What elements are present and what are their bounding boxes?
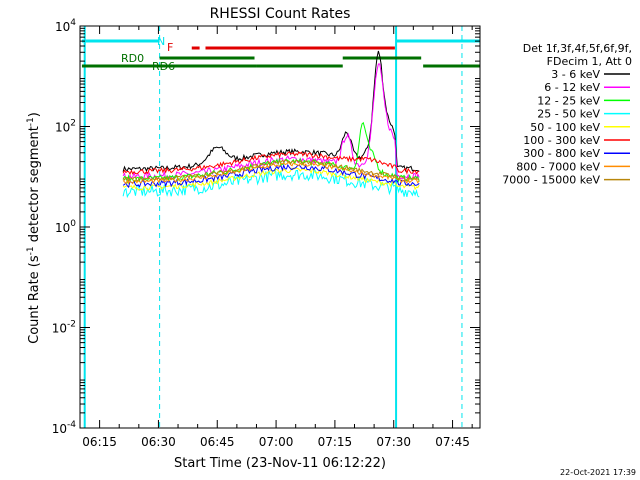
legend-label: 800 - 7000 keV [516,160,600,173]
series-line-8 [122,159,420,183]
x-axis-label: Start Time (23-Nov-11 06:12:22) [174,456,386,471]
legend-label: 100 - 300 keV [523,134,600,147]
x-tick-label: 06:45 [200,435,235,449]
x-tick-label: 06:30 [141,435,176,449]
legend-label: 6 - 12 keV [544,81,600,94]
rd6-flag-label: RD6 [152,60,175,73]
y-axis-label: Count Rate (s-1 detector segment-1) [26,112,42,344]
legend-label: 12 - 25 keV [537,94,600,107]
series-line-0 [122,50,420,173]
legend-label: 50 - 100 keV [530,121,600,134]
chart-title: RHESSI Count Rates [210,6,351,22]
footer-timestamp: 22-Oct-2021 17:39 [560,468,636,477]
legend-label: 3 - 6 keV [551,68,600,81]
plot-area: N F RD0 RD6 [81,26,480,428]
series-line-5 [122,151,420,175]
x-tick-label: 07:15 [318,435,353,449]
night-flag-label: N [157,35,165,48]
legend-label: 25 - 50 keV [537,108,600,121]
y-tick-label: 100 [55,219,76,235]
series-line-4 [122,167,420,191]
legend-header-line-2: FDecim 1, Att 0 [547,55,632,68]
legend-header-line-1: Det 1f,3f,4f,5f,6f,9f, [523,42,632,55]
x-tick-label: 06:15 [82,435,117,449]
y-tick-label: 104 [55,18,76,34]
x-tick-label: 07:30 [376,435,411,449]
x-tick-label: 07:45 [435,435,470,449]
y-tick-label: 10-4 [52,420,77,436]
axes: 06:15 06:30 06:45 07:00 07:15 07:30 07:45 10-4 1… [52,18,481,449]
y-tick-label: 10-2 [52,320,76,336]
legend-label: 300 - 800 keV [523,147,600,160]
series-line-2 [122,121,420,184]
rd0-flag-label: RD0 [121,52,144,65]
x-tick-label: 07:00 [259,435,294,449]
flare-flag-label: F [167,41,173,54]
legend-label: 7000 - 15000 keV [502,174,600,187]
y-tick-label: 102 [55,119,76,135]
plot-frame [79,25,481,429]
